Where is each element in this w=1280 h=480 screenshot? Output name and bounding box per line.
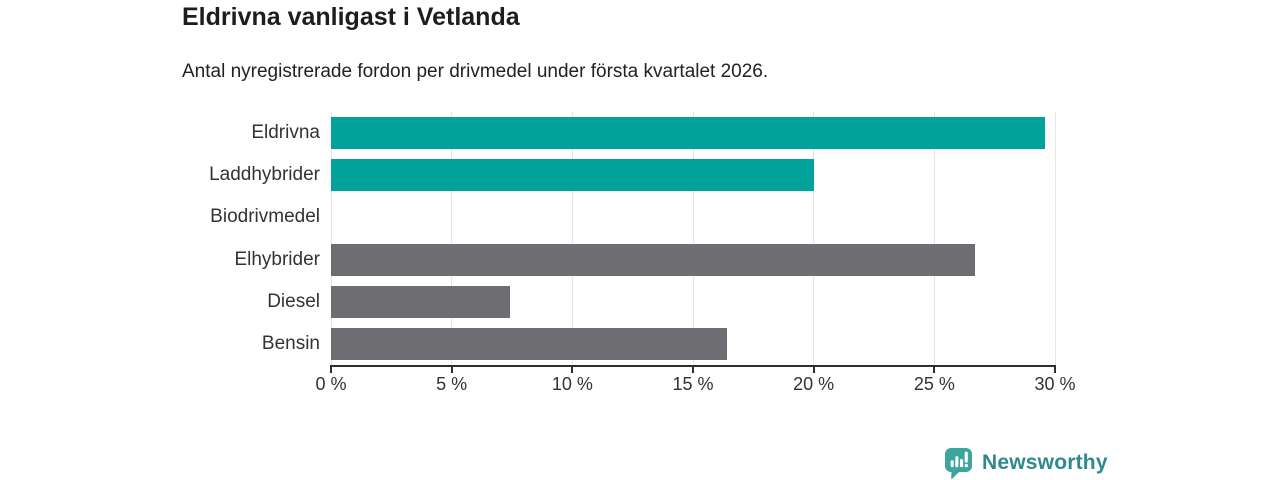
x-tick-0 bbox=[330, 367, 332, 373]
bar-eldrivna bbox=[331, 117, 1046, 150]
newsworthy-icon bbox=[945, 448, 972, 479]
category-label-diesel: Diesel bbox=[267, 290, 320, 312]
gridline-10 bbox=[571, 112, 573, 365]
x-tick-label-15: 15 % bbox=[672, 374, 714, 394]
category-label-laddhybrider: Laddhybrider bbox=[209, 164, 320, 186]
category-label-bensin: Bensin bbox=[261, 332, 320, 354]
gridline-25 bbox=[933, 112, 935, 365]
x-tick-25 bbox=[933, 367, 936, 373]
x-tick-label-5: 5 % bbox=[436, 374, 468, 394]
x-tick-label-25: 25 % bbox=[913, 374, 955, 394]
bar-elhybrider bbox=[331, 243, 976, 276]
x-tick-30 bbox=[1054, 367, 1056, 373]
gridline-5 bbox=[451, 112, 453, 365]
gridline-20 bbox=[813, 112, 815, 365]
chart-subtitle: Antal nyregistrerade fordon per drivmede… bbox=[182, 61, 769, 82]
x-axis-line bbox=[330, 365, 1056, 367]
bar-chart-plot-area bbox=[330, 112, 1056, 365]
chart-title: Eldrivna vanligast i Vetlanda bbox=[182, 3, 520, 31]
category-label-eldrivna: Eldrivna bbox=[251, 122, 320, 144]
x-tick-10 bbox=[571, 367, 574, 373]
gridline-15 bbox=[692, 112, 694, 365]
newsworthy-logo: Newsworthy bbox=[944, 447, 1108, 479]
x-tick-label-0: 0 % bbox=[315, 374, 347, 394]
gridline-0 bbox=[330, 112, 332, 365]
x-tick-label-10: 10 % bbox=[551, 374, 593, 394]
category-axis-labels: Eldrivna Laddhybrider Biodrivmedel Elhybrid… bbox=[0, 112, 320, 365]
gridline-30 bbox=[1054, 112, 1056, 365]
newsworthy-wordmark: Newsworthy bbox=[982, 451, 1108, 474]
category-label-elhybrider: Elhybrider bbox=[234, 248, 320, 270]
bar-bensin bbox=[331, 327, 727, 360]
category-label-biodrivmedel: Biodrivmedel bbox=[210, 206, 320, 228]
x-tick-label-20: 20 % bbox=[793, 374, 835, 394]
bar-laddhybrider bbox=[331, 159, 814, 192]
x-tick-20 bbox=[812, 367, 815, 373]
x-tick-5 bbox=[450, 367, 453, 373]
bar-diesel bbox=[331, 285, 510, 318]
x-tick-15 bbox=[692, 367, 694, 373]
x-tick-label-30: 30 % bbox=[1034, 374, 1076, 394]
